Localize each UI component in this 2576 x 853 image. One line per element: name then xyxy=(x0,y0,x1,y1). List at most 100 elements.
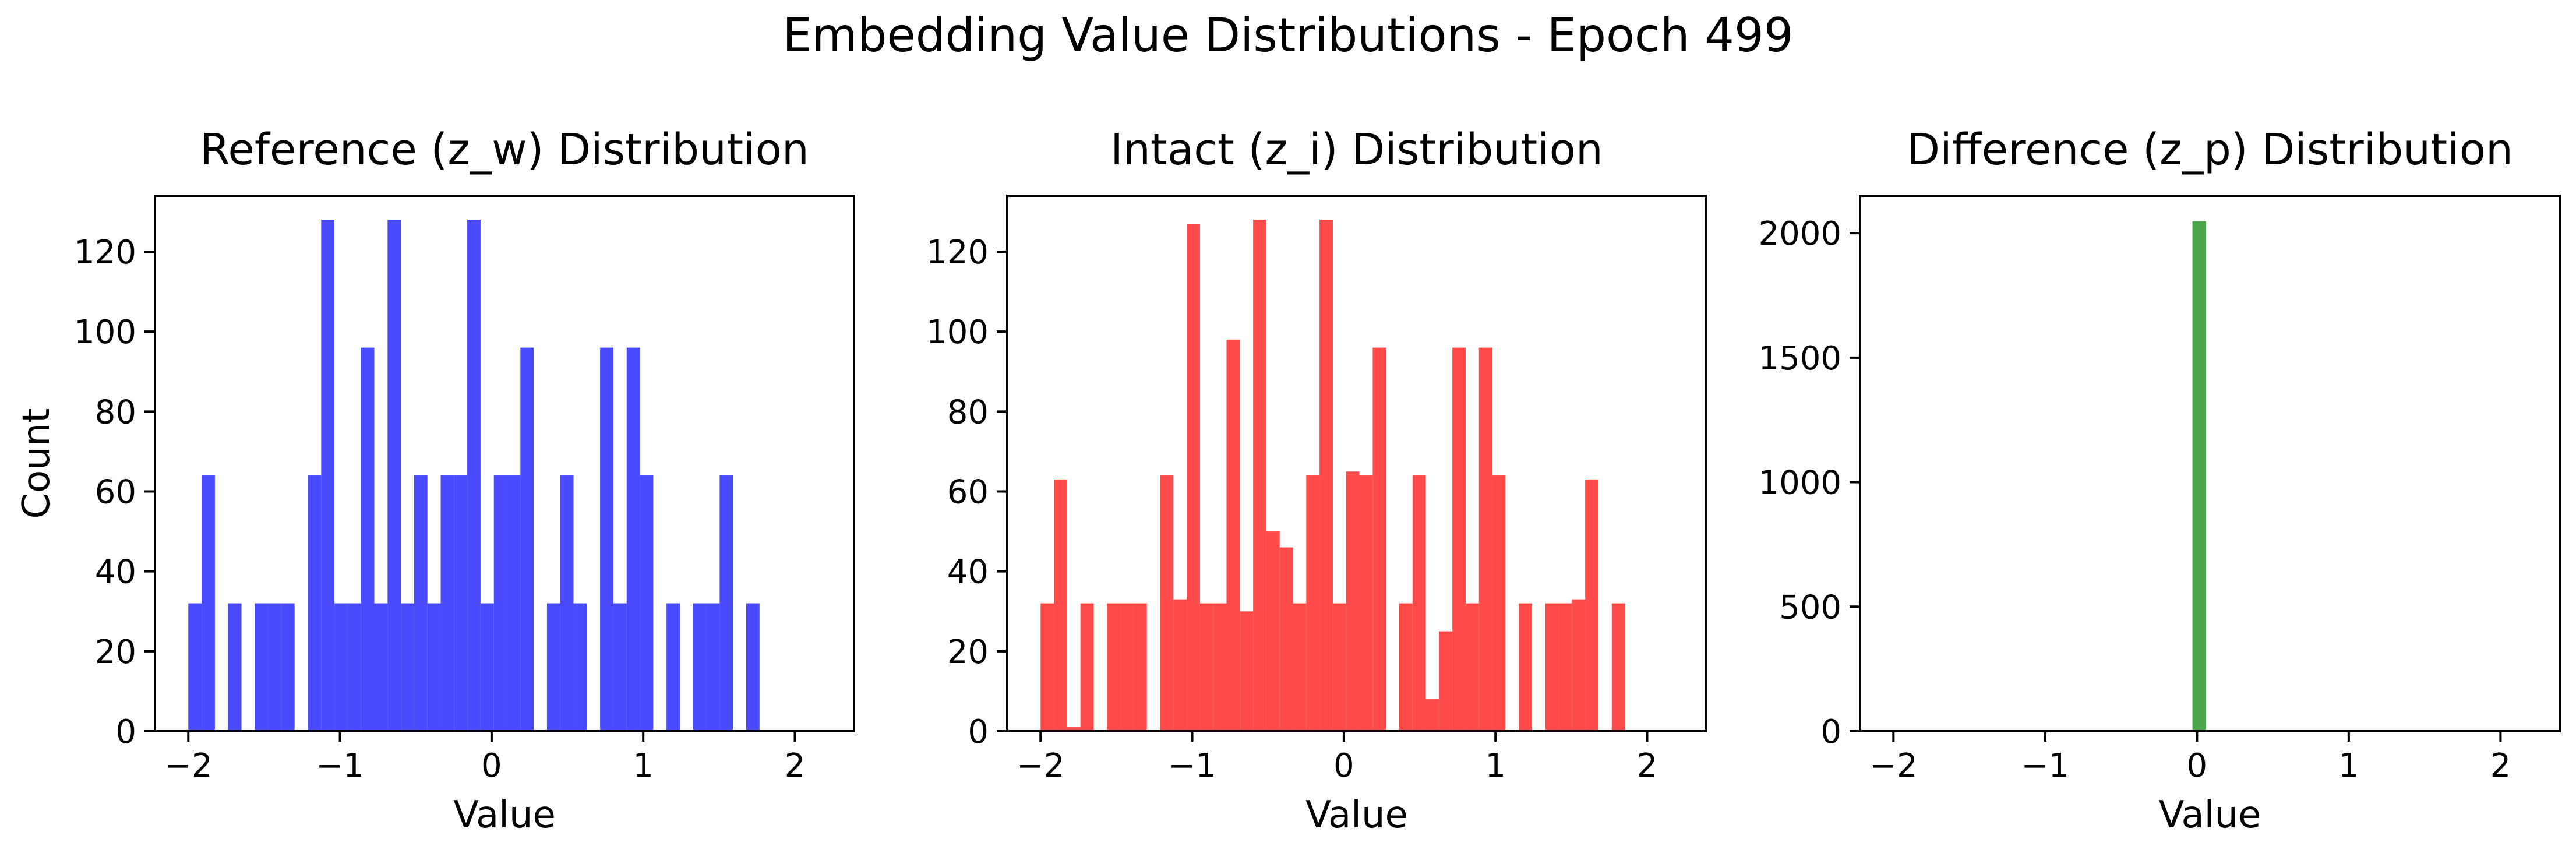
intact-panel-title: Intact (z_i) Distribution xyxy=(1110,125,1603,175)
intact-bar xyxy=(1359,475,1373,731)
reference-bar xyxy=(440,475,454,731)
intact-y-tick-label: 80 xyxy=(947,393,989,431)
difference-y-tick-label: 0 xyxy=(1820,713,1841,751)
intact-bar xyxy=(1240,611,1254,731)
reference-x-tick-label: −1 xyxy=(316,747,364,785)
reference-bar xyxy=(693,603,707,731)
difference-plot-frame xyxy=(1859,195,2561,732)
difference-y-tick-label: 1500 xyxy=(1758,340,1841,378)
reference-bar xyxy=(626,347,640,731)
intact-bar xyxy=(1452,347,1466,731)
reference-y-tick-label: 0 xyxy=(115,713,136,751)
intact-y-tick-label: 40 xyxy=(947,554,989,591)
intact-plot-frame xyxy=(1006,195,1707,732)
reference-bar xyxy=(427,603,441,731)
reference-bar xyxy=(467,220,481,731)
intact-bar xyxy=(1173,599,1187,731)
reference-bar xyxy=(268,603,281,731)
intact-y-tick-label: 100 xyxy=(926,313,989,351)
intact-bar xyxy=(1266,531,1280,731)
reference-bar xyxy=(361,347,375,731)
intact-bar xyxy=(1478,347,1492,731)
intact-bar xyxy=(1160,475,1174,731)
reference-bar xyxy=(387,220,401,731)
intact-bar xyxy=(1558,603,1572,731)
intact-bar xyxy=(1133,603,1147,731)
intact-bar xyxy=(1187,224,1200,731)
intact-bar xyxy=(1439,631,1453,731)
reference-bar xyxy=(480,603,494,731)
intact-bar xyxy=(1080,603,1094,731)
reference-bar xyxy=(666,603,680,731)
reference-x-tick-label: 1 xyxy=(633,747,654,785)
intact-bar xyxy=(1346,471,1360,731)
difference-panel-title: Difference (z_p) Distribution xyxy=(1907,125,2513,175)
reference-y-tick-label: 20 xyxy=(95,633,136,671)
difference-x-tick-label: 1 xyxy=(2338,747,2359,785)
intact-x-tick-label: −1 xyxy=(1168,747,1216,785)
reference-plot-frame xyxy=(154,195,855,732)
figure-suptitle: Embedding Value Distributions - Epoch 49… xyxy=(782,8,1794,62)
reference-bar xyxy=(573,603,587,731)
intact-bar xyxy=(1226,339,1240,731)
intact-bar xyxy=(1054,479,1067,731)
reference-bar xyxy=(546,603,560,731)
reference-bar xyxy=(520,347,534,731)
difference-y-tick-label: 1000 xyxy=(1758,464,1841,502)
reference-bar xyxy=(493,475,507,731)
reference-bars xyxy=(188,220,760,731)
intact-x-tick-label: −2 xyxy=(1017,747,1065,785)
reference-bar xyxy=(454,475,468,731)
reference-bar xyxy=(401,603,414,731)
reference-panel-title: Reference (z_w) Distribution xyxy=(200,125,809,175)
intact-bar xyxy=(1120,603,1134,731)
intact-bar xyxy=(1412,475,1426,731)
intact-y-tick-label: 20 xyxy=(947,633,989,671)
reference-bar xyxy=(188,603,202,731)
reference-y-tick-label: 60 xyxy=(95,474,136,512)
intact-bar xyxy=(1213,603,1227,731)
difference-y-tick-label: 500 xyxy=(1779,588,1841,626)
intact-y-tick-label: 120 xyxy=(926,234,989,272)
intact-bar xyxy=(1306,475,1320,731)
reference-bar xyxy=(600,347,613,731)
difference-x-tick-label: −1 xyxy=(2021,747,2070,785)
intact-bar xyxy=(1319,220,1333,731)
intact-y-tick-label: 0 xyxy=(968,713,989,751)
intact-bar xyxy=(1253,220,1266,731)
intact-bar xyxy=(1399,603,1413,731)
reference-y-tick-label: 100 xyxy=(74,313,136,351)
reference-bar xyxy=(255,603,269,731)
intact-bar xyxy=(1067,727,1081,731)
reference-bar xyxy=(308,475,322,731)
panel-reference: Reference (z_w) Distribution Count Value… xyxy=(15,125,855,837)
reference-bar xyxy=(228,603,242,731)
reference-bar xyxy=(374,603,388,731)
reference-x-tick-label: 0 xyxy=(481,747,502,785)
reference-bar xyxy=(560,475,574,731)
difference-x-tick-label: −2 xyxy=(1869,747,1918,785)
panel-intact: Intact (z_i) Distribution Value −2 −1 0 1 20… xyxy=(926,125,1707,837)
intact-bar xyxy=(1545,603,1559,731)
intact-x-tick-label: 1 xyxy=(1485,747,1506,785)
intact-bar xyxy=(1279,547,1293,731)
intact-bar xyxy=(1425,699,1439,731)
reference-y-tick-label: 40 xyxy=(95,554,136,591)
difference-x-axis-label: Value xyxy=(2159,794,2261,837)
reference-bar xyxy=(321,220,335,731)
difference-x-tick-label: 2 xyxy=(2490,747,2511,785)
reference-x-tick-label: −2 xyxy=(164,747,213,785)
difference-ticks: −2 −1 0 1 2 0 500 1000 1500 2000 xyxy=(1758,215,2511,785)
reference-bar xyxy=(613,603,627,731)
intact-bar xyxy=(1572,599,1586,731)
intact-bars xyxy=(1040,220,1625,731)
intact-bar xyxy=(1040,603,1054,731)
intact-x-tick-label: 0 xyxy=(1333,747,1354,785)
panel-difference: Difference (z_p) Distribution Value −2 −1… xyxy=(1758,125,2561,837)
difference-y-tick-label: 2000 xyxy=(1758,215,1841,253)
intact-bar xyxy=(1199,603,1213,731)
difference-bar xyxy=(2192,221,2206,732)
